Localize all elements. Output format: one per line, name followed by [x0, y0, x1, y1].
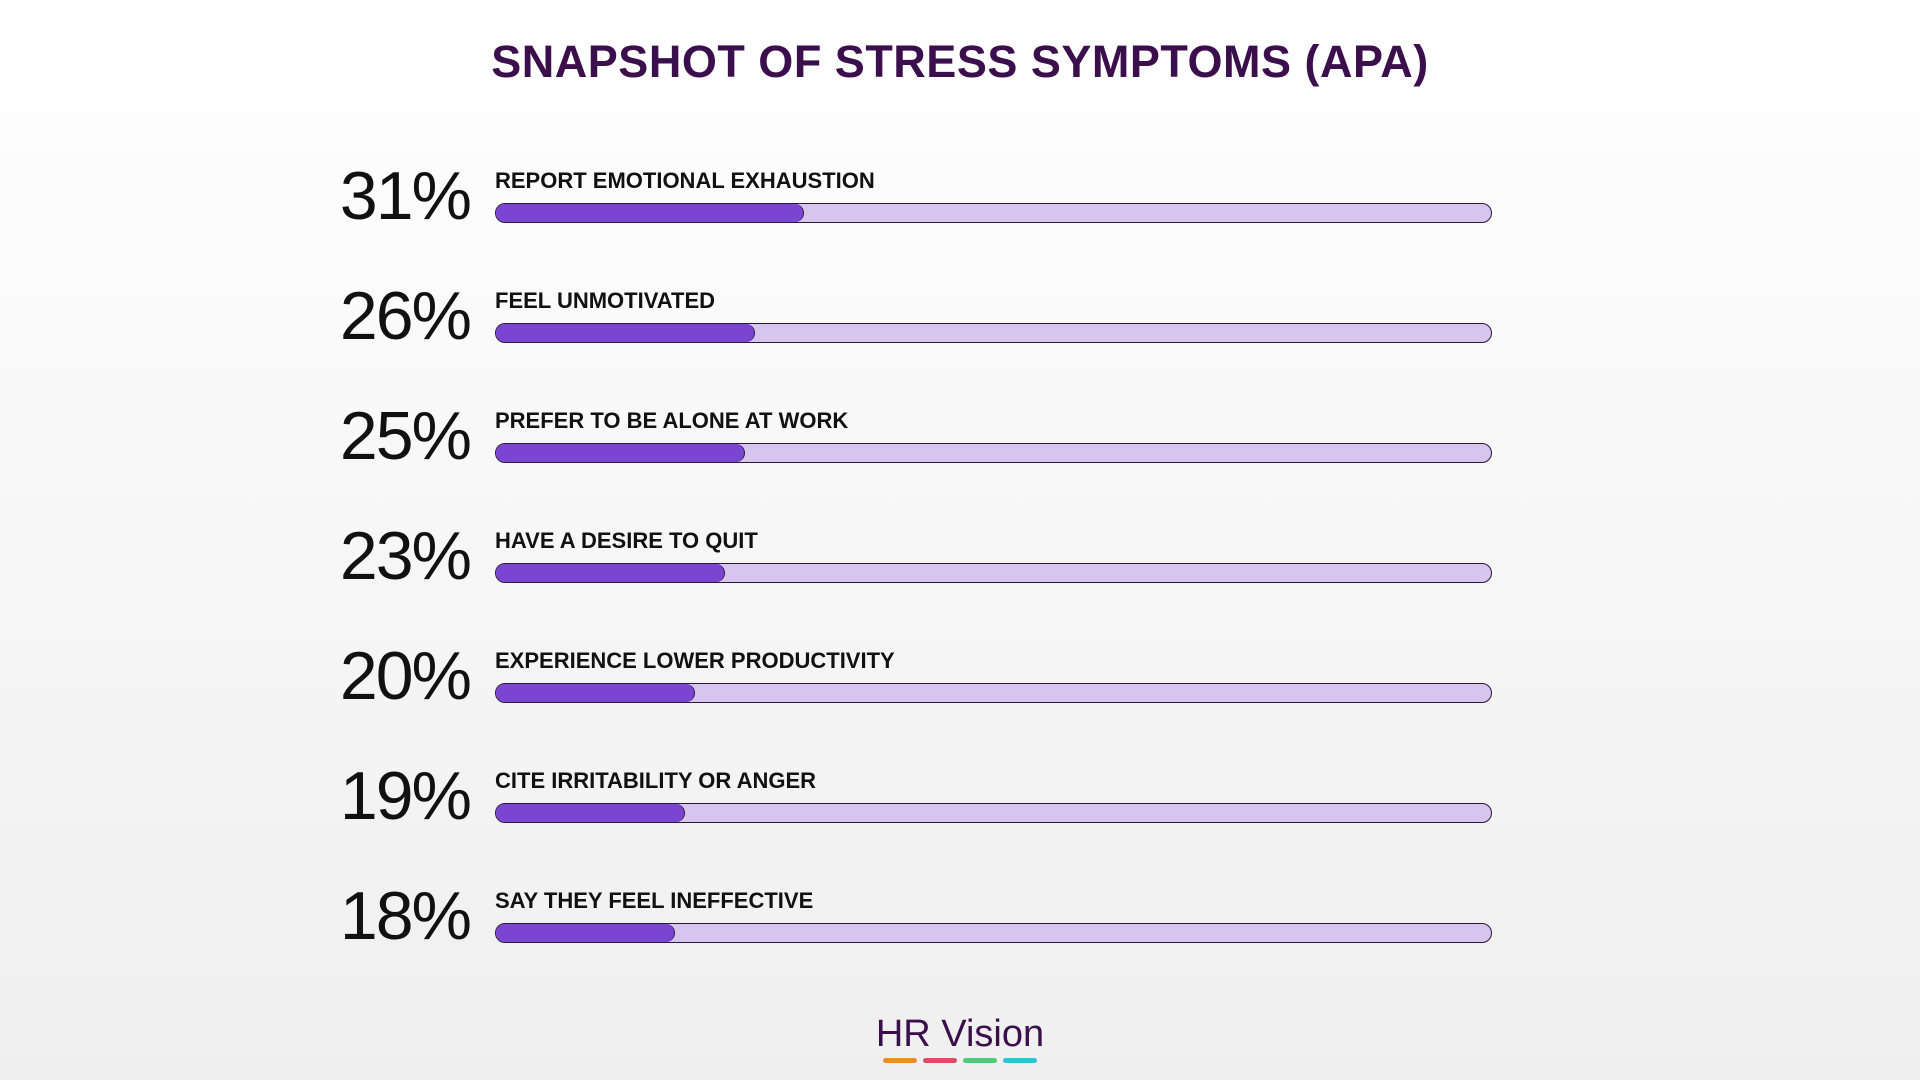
logo-stripe: [963, 1058, 997, 1063]
bar-track: [495, 563, 1492, 583]
bar-track: [495, 923, 1492, 943]
bar-fill: [496, 684, 695, 702]
bar-row: 19% CITE IRRITABILITY OR ANGER: [320, 750, 1500, 870]
bar-track: [495, 203, 1492, 223]
logo-stripes: [0, 1058, 1920, 1063]
category-label: HAVE A DESIRE TO QUIT: [495, 528, 758, 553]
bar-track: [495, 683, 1492, 703]
category-label: FEEL UNMOTIVATED: [495, 288, 715, 313]
value-label: 26%: [339, 278, 472, 354]
bar-chart: 31% REPORT EMOTIONAL EXHAUSTION 26% FEEL UN…: [320, 150, 1500, 990]
value-label: 31%: [339, 158, 472, 234]
value-label: 23%: [339, 518, 472, 594]
bar-fill: [496, 444, 745, 462]
logo-stripe: [883, 1058, 917, 1063]
category-label: PREFER TO BE ALONE AT WORK: [495, 408, 849, 433]
bar-track: [495, 803, 1492, 823]
bar-track: [495, 323, 1492, 343]
bar-row: 23% HAVE A DESIRE TO QUIT: [320, 510, 1500, 630]
bar-row: 31% REPORT EMOTIONAL EXHAUSTION: [320, 150, 1500, 270]
bar-fill: [496, 324, 755, 342]
value-label: 20%: [339, 638, 472, 714]
logo-text: HR Vision: [875, 1013, 1045, 1055]
value-label: 18%: [339, 878, 472, 954]
bar-row: 20% EXPERIENCE LOWER PRODUCTIVITY: [320, 630, 1500, 750]
bar-fill: [496, 804, 686, 822]
bar-fill: [496, 924, 676, 942]
value-label: 25%: [339, 398, 472, 474]
chart-title: SNAPSHOT OF STRESS SYMPTOMS (APA): [491, 36, 1429, 87]
bar-row: 25% PREFER TO BE ALONE AT WORK: [320, 390, 1500, 510]
category-label: SAY THEY FEEL INEFFECTIVE: [495, 888, 814, 913]
value-label: 19%: [339, 758, 472, 834]
category-label: CITE IRRITABILITY OR ANGER: [495, 768, 817, 793]
bar-row: 18% SAY THEY FEEL INEFFECTIVE: [320, 870, 1500, 990]
bar-track: [495, 443, 1492, 463]
bar-fill: [496, 204, 805, 222]
logo-stripe: [923, 1058, 957, 1063]
category-label: EXPERIENCE LOWER PRODUCTIVITY: [495, 648, 895, 673]
bar-fill: [496, 564, 725, 582]
hr-vision-logo: HR Vision: [0, 1012, 1920, 1063]
logo-stripe: [1003, 1058, 1037, 1063]
bar-row: 26% FEEL UNMOTIVATED: [320, 270, 1500, 390]
category-label: REPORT EMOTIONAL EXHAUSTION: [495, 168, 875, 193]
